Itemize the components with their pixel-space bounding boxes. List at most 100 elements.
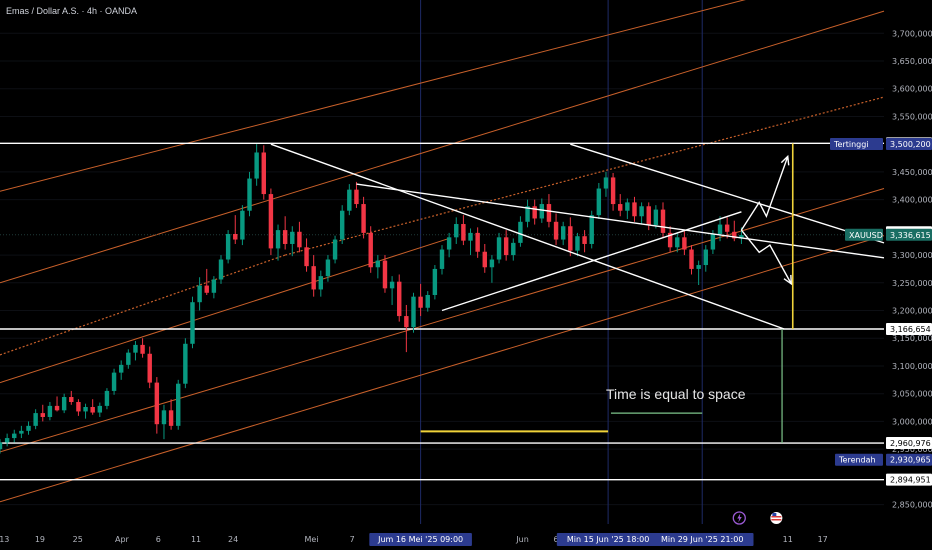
price-tag-value: 2,930,965 xyxy=(890,456,931,465)
candle-body xyxy=(218,259,224,280)
x-tick-label: 19 xyxy=(35,535,45,544)
candle-body xyxy=(297,231,302,248)
candle-body xyxy=(126,352,131,365)
candle-body xyxy=(589,215,594,244)
time-axis[interactable]: 131925Apr61124Mei7Jun6136111715231524Jul… xyxy=(0,533,828,546)
x-date-badge: Jum 16 Mei '25 09:00 xyxy=(377,535,463,544)
price-tag-bg xyxy=(886,323,932,336)
candle-body xyxy=(603,177,609,189)
x-tick-label: 11 xyxy=(783,535,793,544)
x-tick-label: 6 xyxy=(554,535,559,544)
candle-body xyxy=(311,266,316,290)
price-tag-bg xyxy=(886,228,932,241)
candle-body xyxy=(446,237,452,250)
candle-body xyxy=(610,177,616,205)
x-date-badge-bg xyxy=(369,533,472,546)
channel-line xyxy=(0,0,746,192)
candle-body xyxy=(568,226,573,251)
candle-body xyxy=(247,178,252,211)
candle-body xyxy=(717,224,723,234)
candle-body xyxy=(4,438,10,443)
candle-body xyxy=(596,188,602,216)
candle-body xyxy=(12,433,17,439)
candle-body xyxy=(646,206,651,226)
candle-body xyxy=(97,405,103,413)
price-tags: 3,501,505Tertinggi3,500,2003,341,056XAUU… xyxy=(830,137,932,486)
us-flag-icon-stripe xyxy=(771,519,782,521)
y-tick-label: 3,250,000 xyxy=(892,279,932,288)
candle-body xyxy=(660,209,666,233)
x-tick-label: 25 xyxy=(73,535,83,544)
candle-body xyxy=(54,405,60,411)
candle-body xyxy=(90,407,95,413)
candle-body xyxy=(147,353,152,383)
us-flag-icon-canton xyxy=(772,513,777,516)
candle-body xyxy=(525,206,530,222)
candlesticks xyxy=(0,144,744,454)
candle-body xyxy=(532,206,537,219)
price-tag-value: 2,894,951 xyxy=(890,476,931,485)
y-tick-label: 2,850,000 xyxy=(892,501,932,510)
price-axis[interactable]: 3,700,000 3,650,000 3,600,000 3,550,000 3,45… xyxy=(892,29,932,509)
candle-body xyxy=(176,383,181,426)
candle-body xyxy=(503,237,509,256)
price-tag-name: Tertinggi xyxy=(833,140,869,149)
annotations: Time is equal to space xyxy=(420,143,794,444)
candle-body xyxy=(69,397,74,403)
candle-body xyxy=(553,221,559,240)
candle-body xyxy=(140,344,145,354)
candle-body xyxy=(375,260,381,268)
candle-body xyxy=(19,430,24,434)
candle-body xyxy=(703,249,708,266)
orange-channel-lines xyxy=(0,0,885,503)
candle-body xyxy=(161,410,167,425)
us-flag-icon-stripe xyxy=(771,516,782,518)
channel-line xyxy=(0,237,450,384)
arrow-down-path xyxy=(740,229,792,285)
candle-body xyxy=(724,224,730,232)
candle-body xyxy=(461,224,466,241)
channel-line xyxy=(0,188,885,453)
y-tick-label: 3,600,000 xyxy=(892,85,932,94)
candle-body xyxy=(347,189,352,211)
price-tag-bg xyxy=(886,473,932,486)
x-tick-label: Apr xyxy=(115,535,130,544)
candle-body xyxy=(439,249,445,269)
y-tick-label: 3,050,000 xyxy=(892,390,932,399)
candle-body xyxy=(183,343,188,384)
candle-body xyxy=(325,259,331,277)
candle-body xyxy=(696,265,701,269)
candle-body xyxy=(511,242,516,256)
candle-body xyxy=(0,442,3,450)
y-tick-label: 3,150,000 xyxy=(892,334,932,343)
candle-body xyxy=(468,232,473,241)
x-tick-label: 6 xyxy=(156,535,161,544)
arrow-up-path xyxy=(740,156,789,231)
candle-body xyxy=(539,204,545,219)
candle-body xyxy=(667,232,673,248)
y-tick-label: 3,450,000 xyxy=(892,168,932,177)
candle-body xyxy=(268,194,274,249)
candle-body xyxy=(154,382,160,425)
candle-body xyxy=(689,249,694,269)
price-tag-name-bg xyxy=(830,138,883,151)
price-tag-bg xyxy=(886,138,932,151)
candle-body xyxy=(118,364,124,373)
price-tag-name: Terendah xyxy=(838,456,876,465)
white-trend-lines[interactable] xyxy=(270,143,885,330)
candle-body xyxy=(368,232,373,268)
candle-body xyxy=(354,189,359,205)
candle-body xyxy=(632,202,637,217)
price-tag-bg xyxy=(886,437,932,450)
lightning-icon xyxy=(732,511,746,525)
vertical-date-markers xyxy=(420,0,703,524)
candle-body xyxy=(275,230,281,249)
candle-body xyxy=(397,281,402,317)
candle-body xyxy=(211,279,217,293)
candle-body xyxy=(318,276,324,290)
x-tick-label: Mei xyxy=(305,535,319,544)
trend-line xyxy=(356,183,885,259)
candle-body xyxy=(104,390,110,406)
candle-body xyxy=(575,236,580,251)
